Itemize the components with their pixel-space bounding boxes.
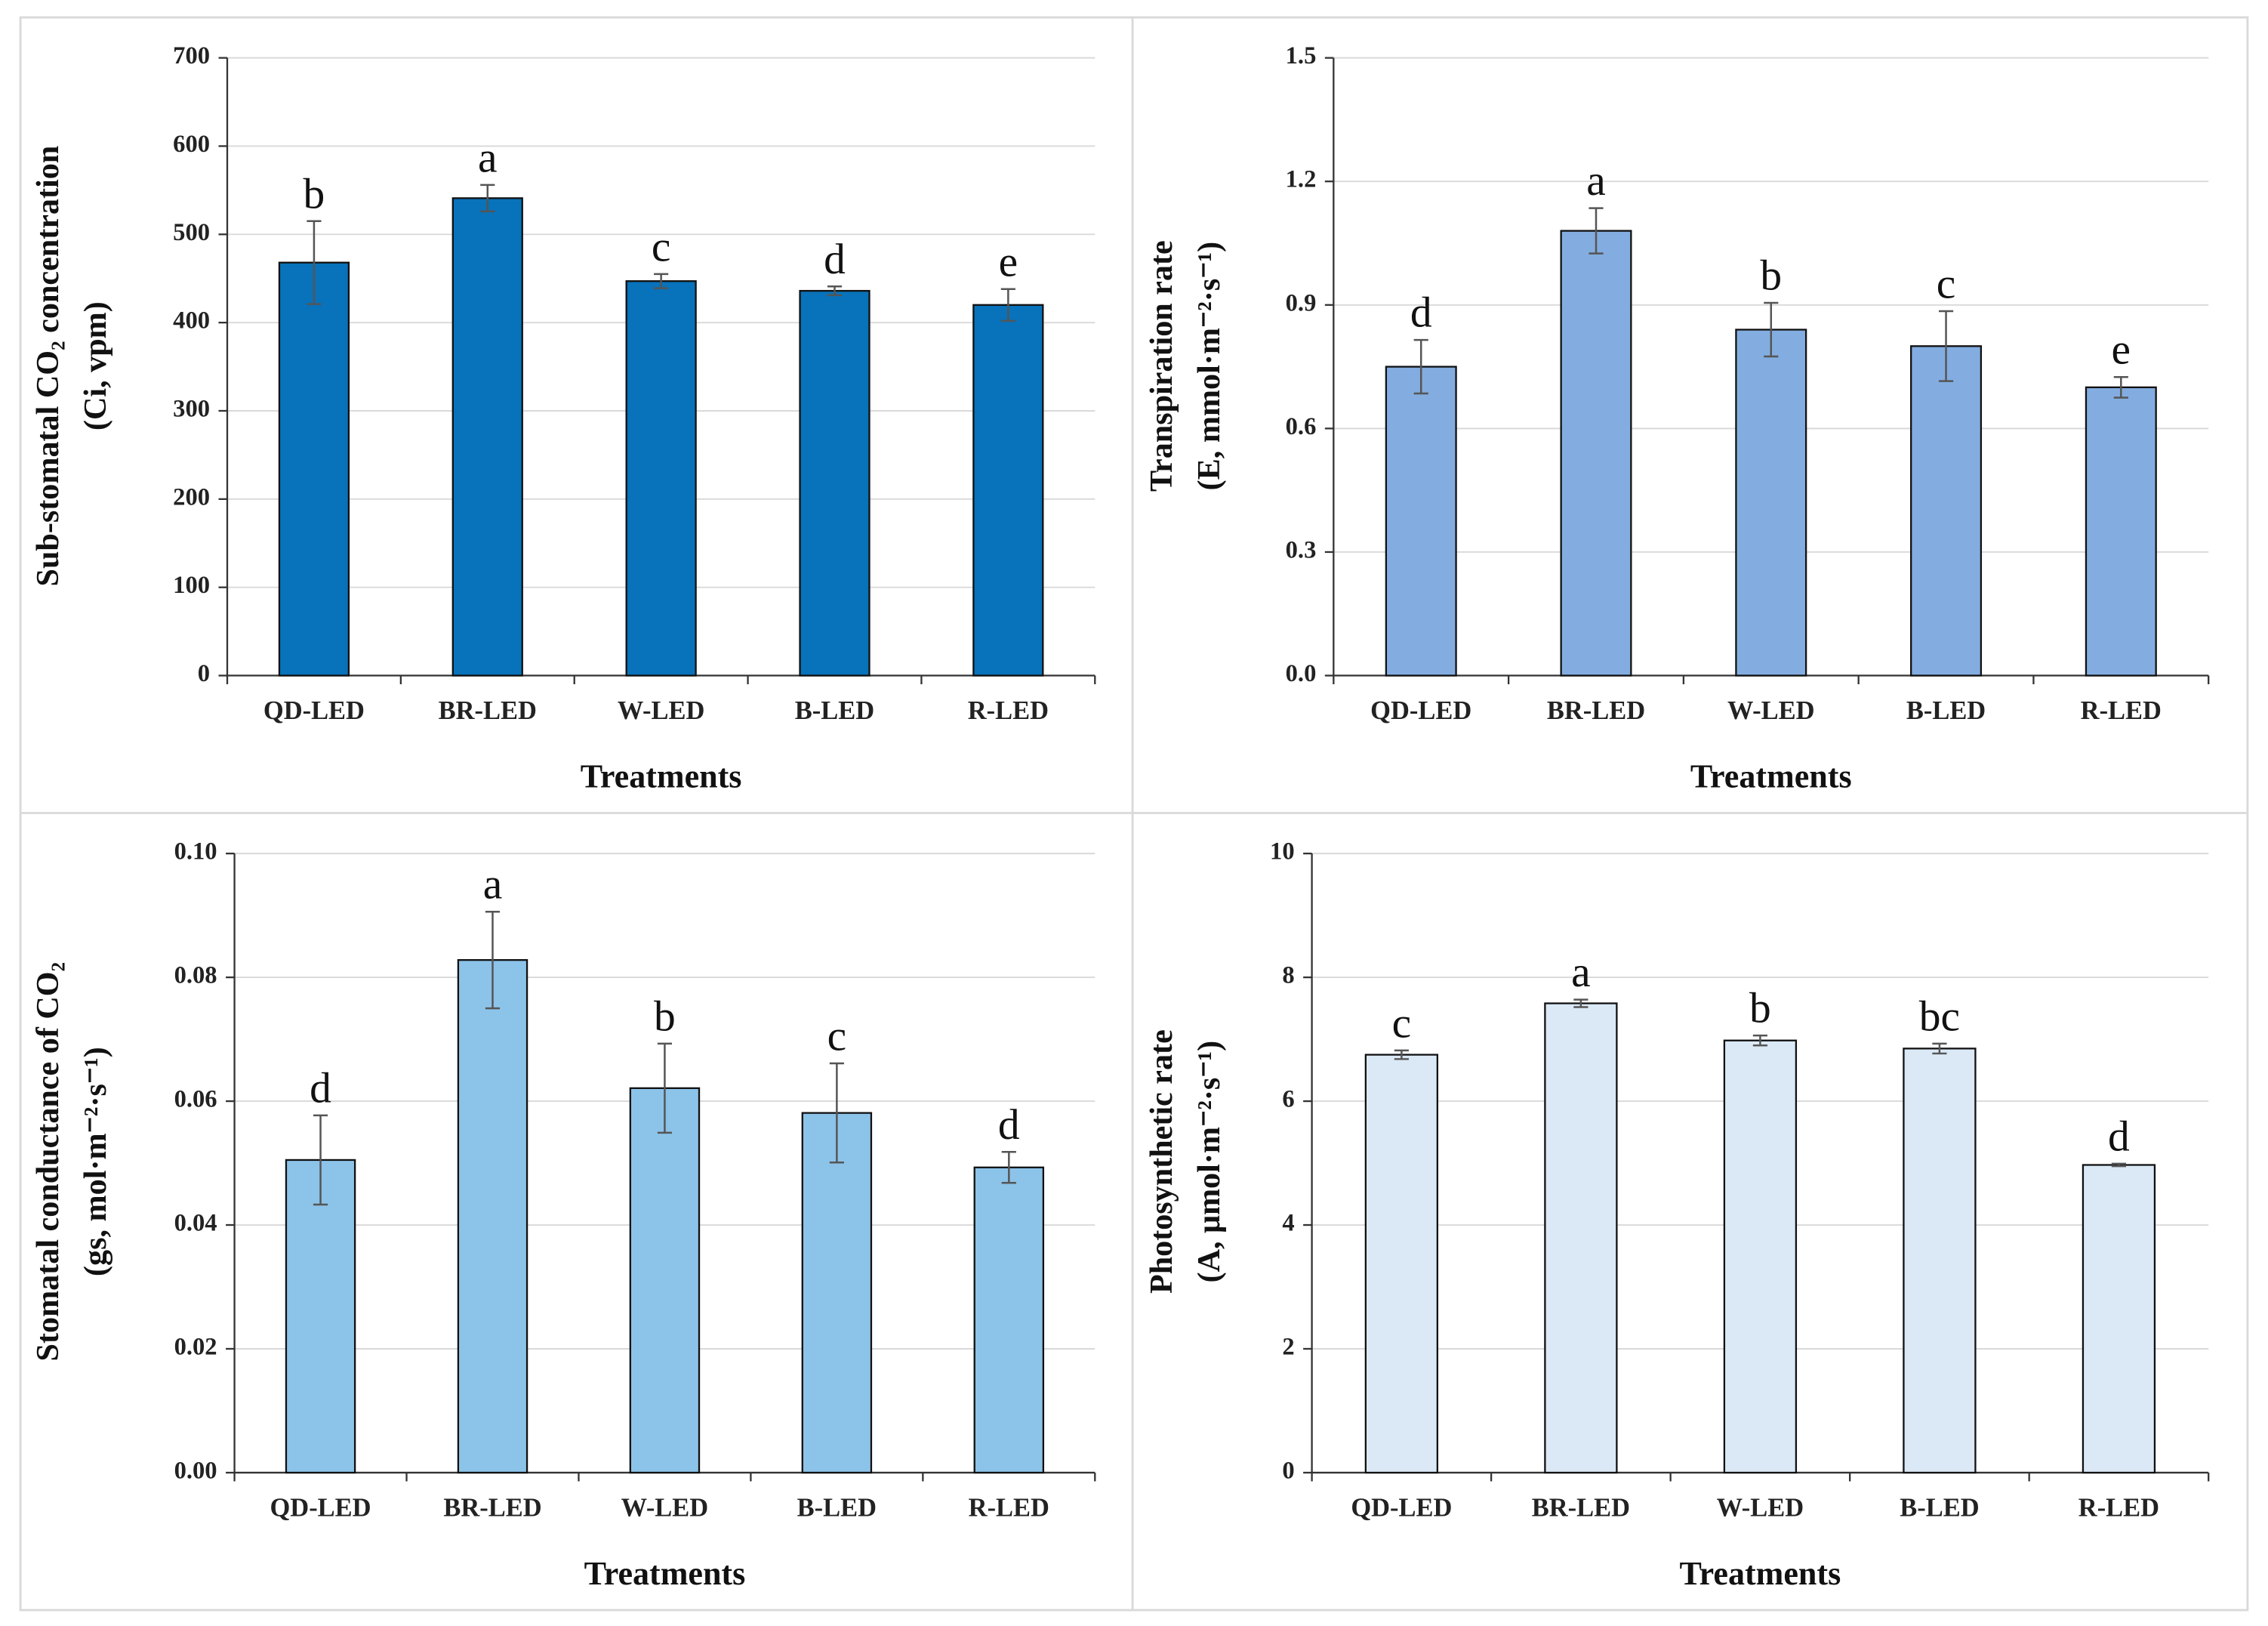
x-tick-label: W-LED (621, 1494, 709, 1523)
bar (972, 304, 1044, 677)
significance-letter: c (1392, 999, 1412, 1047)
y-tick-label: 0.3 (1286, 536, 1317, 563)
significance-letter: d (1410, 289, 1432, 337)
significance-letter: a (1586, 157, 1606, 205)
y-axis-title: (gs, mol·m⁻²·s⁻¹) (78, 1047, 113, 1276)
x-axis-title: Treatments (1680, 1555, 1841, 1592)
significance-letter: a (1571, 949, 1591, 996)
y-tick-label: 0.08 (174, 962, 217, 989)
x-tick-label: R-LED (968, 696, 1049, 725)
bar (801, 1112, 873, 1474)
bar (629, 1087, 701, 1474)
significance-letter: d (2108, 1112, 2130, 1160)
bar (2085, 386, 2157, 677)
y-tick-label: 4 (1282, 1209, 1294, 1236)
x-tick-label: B-LED (1900, 1494, 1979, 1523)
y-tick-label: 0.04 (174, 1209, 217, 1236)
bar (1910, 345, 1983, 677)
bar (1735, 329, 1807, 677)
bar (1385, 366, 1457, 677)
y-tick-label: 10 (1270, 838, 1295, 865)
y-tick-label: 2 (1282, 1333, 1294, 1360)
x-tick-label: QD-LED (1351, 1494, 1452, 1523)
y-tick-label: 500 (173, 219, 210, 246)
x-tick-label: BR-LED (443, 1494, 541, 1523)
bar (457, 958, 528, 1474)
y-tick-label: 0 (1282, 1457, 1294, 1484)
x-tick-label: R-LED (2081, 696, 2162, 725)
y-axis-title: (A, μmol·m⁻²·s⁻¹) (1191, 1041, 1227, 1283)
x-tick-label: R-LED (2078, 1494, 2159, 1523)
y-axis-title: (E, mmol·m⁻²·s⁻¹) (1191, 242, 1227, 490)
significance-letter: b (304, 170, 325, 218)
y-axis-title: (Ci, vpm) (78, 301, 113, 430)
significance-letter: c (1937, 261, 1956, 308)
y-tick-label: 700 (173, 42, 210, 69)
x-tick-label: QD-LED (263, 696, 365, 725)
y-tick-label: 6 (1282, 1086, 1294, 1113)
significance-letter: c (652, 223, 671, 270)
x-tick-label: W-LED (1717, 1494, 1804, 1523)
x-tick-label: R-LED (969, 1494, 1049, 1523)
x-axis-title: Treatments (581, 758, 742, 795)
y-tick-label: 0 (198, 660, 210, 687)
y-tick-label: 0.0 (1286, 660, 1317, 687)
x-tick-label: BR-LED (1532, 1494, 1630, 1523)
significance-letter: d (824, 236, 846, 283)
bar (799, 289, 871, 677)
significance-letter: a (483, 861, 503, 909)
bar (973, 1166, 1045, 1474)
bar (285, 1159, 356, 1474)
y-tick-label: 1.2 (1286, 166, 1317, 193)
significance-letter: bc (1919, 992, 1960, 1040)
y-tick-label: 0.10 (174, 838, 217, 865)
y-axis-title: Photosynthetic rate (1144, 1029, 1179, 1294)
significance-letter: b (1749, 985, 1771, 1032)
bar (451, 197, 523, 677)
significance-letter: e (2112, 326, 2131, 374)
x-tick-label: BR-LED (439, 696, 537, 725)
y-tick-label: 600 (173, 131, 210, 158)
significance-letter: d (998, 1101, 1020, 1149)
y-tick-label: 8 (1282, 962, 1294, 989)
x-tick-label: QD-LED (1370, 696, 1471, 725)
y-tick-label: 0.9 (1286, 289, 1317, 316)
bar (1723, 1039, 1798, 1474)
y-tick-label: 100 (173, 572, 210, 599)
y-tick-label: 200 (173, 483, 210, 511)
y-tick-label: 1.5 (1286, 42, 1317, 69)
significance-letter: b (654, 992, 676, 1040)
y-tick-label: 0.06 (174, 1086, 217, 1113)
significance-letter: d (310, 1064, 331, 1112)
x-axis-title: Treatments (584, 1555, 746, 1592)
significance-letter: c (827, 1013, 847, 1060)
significance-letter: e (999, 238, 1018, 285)
bar (1544, 1002, 1618, 1474)
x-tick-label: BR-LED (1547, 696, 1645, 725)
bar (625, 280, 697, 677)
x-tick-label: W-LED (618, 696, 705, 725)
x-axis-title: Treatments (1690, 758, 1852, 795)
x-tick-label: B-LED (795, 696, 874, 725)
significance-letter: a (478, 134, 498, 181)
x-tick-label: QD-LED (270, 1494, 371, 1523)
x-tick-label: B-LED (797, 1494, 877, 1523)
significance-letter: b (1760, 252, 1782, 300)
y-axis-title: Transpiration rate (1144, 240, 1179, 492)
x-tick-label: W-LED (1727, 696, 1815, 725)
y-tick-label: 0.6 (1286, 413, 1317, 440)
y-tick-label: 400 (173, 307, 210, 335)
y-axis-title: Stomatal conductance of CO₂ (30, 962, 66, 1362)
bar (1560, 230, 1632, 677)
y-tick-label: 0.02 (174, 1333, 217, 1360)
bar (1364, 1054, 1439, 1474)
bar (1903, 1047, 1977, 1474)
bar (278, 261, 350, 677)
bar (2082, 1164, 2156, 1474)
y-tick-label: 300 (173, 395, 210, 422)
y-axis-title: Sub-stomatal CO₂ concentration (30, 146, 66, 587)
x-tick-label: B-LED (1906, 696, 1986, 725)
y-tick-label: 0.00 (174, 1457, 217, 1484)
